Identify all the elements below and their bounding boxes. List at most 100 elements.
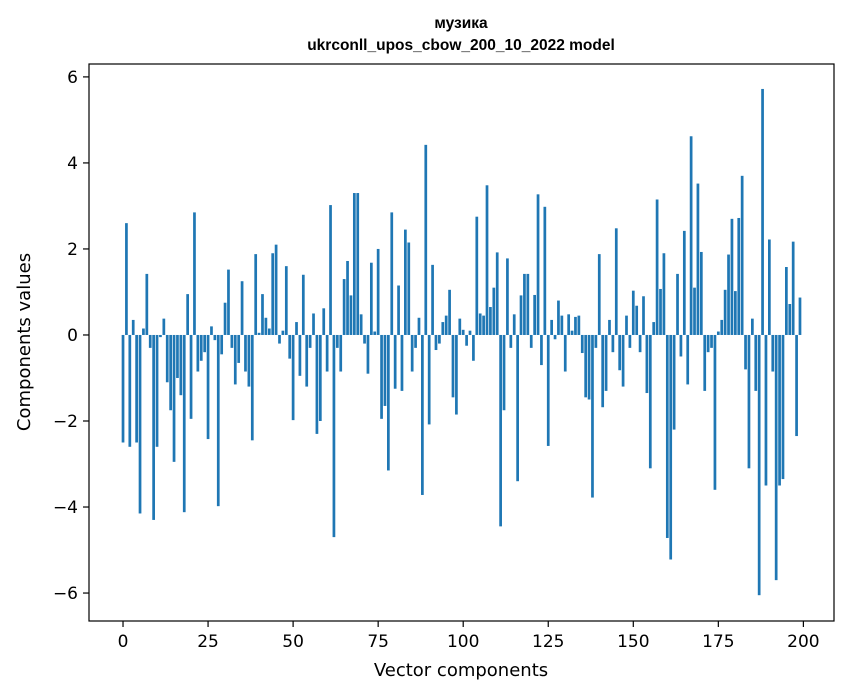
bar-173 [710,334,713,348]
bar-52 [298,334,302,376]
bar-164 [679,334,683,357]
bar-24 [203,334,207,353]
bar-84 [407,242,411,335]
bar-14 [169,334,172,411]
bar-87 [417,317,421,335]
bar-114 [509,334,513,348]
bar-171 [703,334,707,391]
bar-149 [628,334,632,348]
bar-132 [570,330,574,335]
bar-137 [587,334,591,400]
bar-46 [278,334,281,344]
bar-142 [604,334,608,391]
bar-31 [227,269,230,335]
bar-19 [186,294,190,335]
bar-38 [250,334,254,441]
bar-165 [682,230,686,335]
bar-67 [349,295,353,335]
bar-15 [172,334,176,462]
x-tick-label: 200 [787,632,819,652]
bar-153 [642,296,645,335]
bar-82 [400,334,404,391]
bar-1 [125,223,128,335]
y-axis-label: Components values [14,253,35,431]
y-tick-label: 4 [67,154,78,174]
bar-63 [335,334,339,348]
bar-57 [315,334,319,434]
bar-28 [216,334,220,507]
bar-105 [478,313,482,335]
bar-65 [342,279,346,335]
bar-119 [526,273,530,335]
bar-83 [404,229,407,335]
bar-77 [383,334,387,406]
bar-69 [356,193,360,335]
bar-89 [424,144,428,335]
bar-195 [785,267,788,335]
bar-135 [580,334,584,354]
bar-125 [546,334,550,446]
bar-155 [648,334,652,469]
bar-143 [608,319,611,335]
bar-196 [788,304,792,335]
x-axis-ticks: 0 25 50 75 100 125 150 175 200 [118,621,820,652]
bar-25 [206,334,210,440]
bar-6 [142,328,145,335]
x-tick-label: 150 [617,632,649,652]
bar-166 [686,334,690,385]
bar-20 [189,334,193,419]
bar-33 [233,334,237,385]
bar-7 [145,273,149,335]
bar-112 [502,334,506,411]
bar-3 [131,319,135,335]
bar-130 [563,334,567,372]
y-tick-label: −2 [53,412,78,432]
bar-78 [387,334,390,471]
bar-110 [495,252,499,335]
bar-154 [645,334,649,394]
bar-92 [434,334,438,351]
bar-188 [761,88,764,335]
bar-90 [427,334,431,425]
bar-99 [458,318,462,335]
bar-159 [662,253,666,335]
bar-17 [179,334,183,396]
bar-42 [264,317,268,335]
y-tick-label: 6 [67,68,78,88]
bar-167 [689,136,693,335]
bar-109 [492,287,496,335]
bar-58 [318,334,322,421]
bar-74 [373,331,377,335]
bar-45 [274,244,278,335]
plot-area-frame [88,63,835,622]
bar-170 [699,251,703,335]
bar-127 [553,334,557,340]
bar-185 [751,318,754,335]
bar-115 [512,314,516,335]
bar-168 [693,287,696,335]
bar-157 [655,199,659,335]
bar-156 [652,322,656,335]
bar-107 [485,185,489,335]
bar-34 [237,334,241,363]
bar-96 [448,289,451,335]
bar-192 [774,334,778,581]
bar-172 [706,334,710,353]
bar-106 [482,315,485,335]
bar-30 [223,302,227,335]
bar-66 [346,260,349,335]
bar-26 [210,326,213,335]
y-tick-label: −4 [53,498,78,518]
y-tick-label: 0 [67,326,78,346]
bar-198 [795,334,798,437]
bar-53 [301,274,305,335]
bar-144 [611,334,615,353]
bar-140 [597,254,601,335]
bar-175 [716,331,720,335]
x-tick-label: 0 [118,632,129,652]
bar-73 [369,262,373,335]
bar-193 [778,334,781,486]
bar-75 [376,248,380,335]
bar-21 [193,212,196,335]
